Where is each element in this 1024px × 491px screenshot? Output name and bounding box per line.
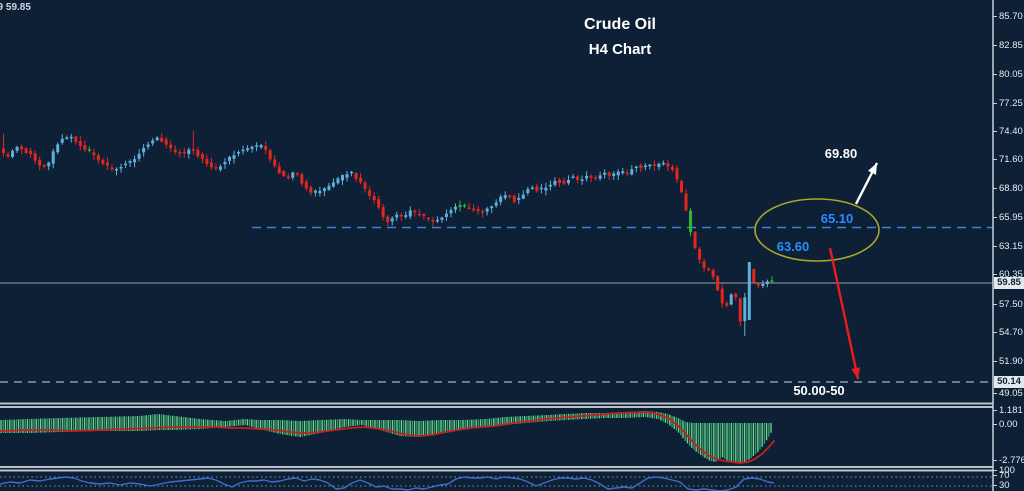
axis-tick-mark <box>993 470 997 471</box>
axis-tick-mark <box>993 103 997 104</box>
axis-tick-mark <box>993 159 997 160</box>
axis-label: -2.776 <box>999 455 1024 466</box>
axis-label: 80.05 <box>999 69 1023 80</box>
chart-title-timeframe: H4 Chart <box>588 41 652 58</box>
axis-label: 65.95 <box>999 212 1023 223</box>
annotation-support-zone: 50.00-50 <box>793 383 845 398</box>
axis-label: 1.181 <box>999 405 1023 416</box>
current-price-box: 59.85 <box>994 277 1024 289</box>
axis-label: 57.50 <box>999 299 1023 310</box>
axis-tick-mark <box>993 475 997 476</box>
axis-label: 49.05 <box>999 388 1023 399</box>
axis-tick-mark <box>993 485 997 486</box>
axis-tick-mark <box>993 45 997 46</box>
price-axis[interactable]: 85.70 82.85 80.05 77.25 74.40 71.60 68.80 65.95… <box>993 0 1024 491</box>
axis-tick-mark <box>993 332 997 333</box>
axis-tick-mark <box>993 361 997 362</box>
axis-label: 51.90 <box>999 356 1023 367</box>
axis-tick-mark <box>993 424 997 425</box>
annotation-upside-target: 69.80 <box>824 146 858 161</box>
axis-label: 85.70 <box>999 11 1023 22</box>
chart-title-symbol: Crude Oil <box>583 16 656 33</box>
axis-tick-mark <box>993 217 997 218</box>
axis-label: 60.35 <box>999 269 1023 280</box>
axis-label: 71.60 <box>999 154 1023 165</box>
level-price-box: 50.14 <box>994 376 1024 388</box>
axis-tick-mark <box>993 274 997 275</box>
axis-label: 100 <box>999 465 1015 476</box>
axis-tick-mark <box>993 16 997 17</box>
axis-label: 54.70 <box>999 327 1023 338</box>
axis-label: 63.15 <box>999 241 1023 252</box>
annotation-secondary-level: 63.60 <box>776 239 810 254</box>
axis-label: 74.40 <box>999 126 1023 137</box>
axis-tick-mark <box>993 131 997 132</box>
axis-tick-mark <box>993 460 997 461</box>
axis-label: 68.80 <box>999 183 1023 194</box>
axis-label: 0.00 <box>999 419 1018 430</box>
chart-title: Crude Oil H4 Chart <box>520 16 720 58</box>
axis-tick-mark <box>993 410 997 411</box>
axis-tick-mark <box>993 393 997 394</box>
axis-label: 30 <box>999 480 1010 491</box>
axis-label: 82.85 <box>999 40 1023 51</box>
ohlc-info: 29 59.85 <box>0 2 31 13</box>
annotation-resistance-level: 65.10 <box>820 211 854 226</box>
axis-label: 70 <box>999 470 1010 481</box>
axis-tick-mark <box>993 304 997 305</box>
axis-tick-mark <box>993 188 997 189</box>
axis-tick-mark <box>993 246 997 247</box>
axis-label: 77.25 <box>999 98 1023 109</box>
axis-tick-mark <box>993 74 997 75</box>
